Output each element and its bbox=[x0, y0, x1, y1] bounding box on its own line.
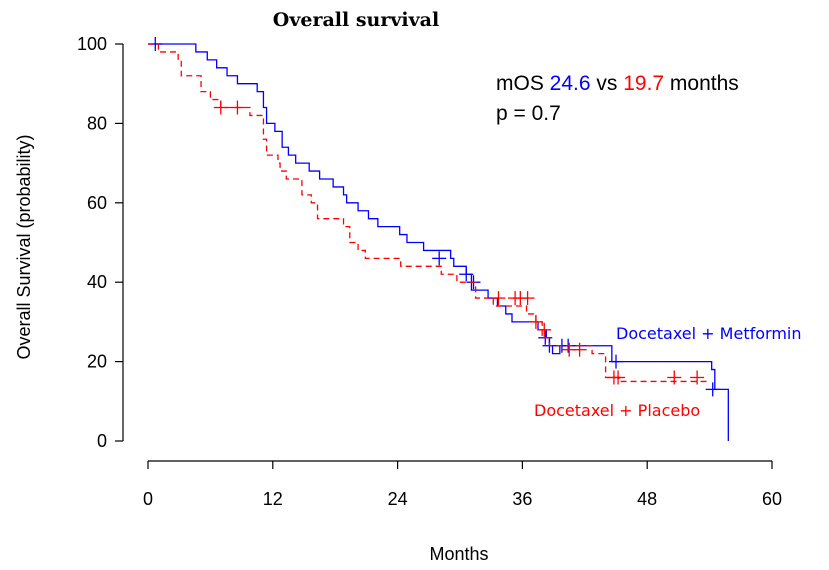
censor-mark-metformin bbox=[459, 267, 474, 282]
censor-mark-placebo bbox=[528, 314, 543, 329]
x-axis-label: Months bbox=[429, 544, 488, 564]
y-tick-label: 40 bbox=[87, 272, 107, 292]
y-axis-label: Overall Survival (probability) bbox=[14, 134, 34, 359]
censor-mark-placebo bbox=[230, 100, 245, 115]
axes: 0 12 24 36 48 60 0 20 40 60 80 100 bbox=[77, 34, 782, 509]
x-tick-label: 12 bbox=[263, 489, 283, 509]
censor-mark-placebo bbox=[537, 322, 552, 337]
censor-mark-placebo bbox=[690, 370, 705, 385]
p-value: p = 0.7 bbox=[496, 102, 561, 125]
legend-metformin: Docetaxel + Metformin bbox=[616, 324, 801, 343]
x-tick-label: 48 bbox=[637, 489, 657, 509]
mos-suffix: months bbox=[664, 72, 739, 95]
x-tick-label: 60 bbox=[762, 489, 782, 509]
median-os-annotation: mOS 24.6 vs 19.7 months bbox=[496, 72, 739, 95]
censor-mark-placebo bbox=[213, 100, 228, 115]
censor-mark-placebo bbox=[611, 370, 626, 385]
legend-placebo: Docetaxel + Placebo bbox=[534, 401, 700, 420]
censor-mark-placebo bbox=[491, 291, 506, 306]
censor-mark-placebo bbox=[520, 291, 535, 306]
y-tick-label: 80 bbox=[87, 113, 107, 133]
metformin-median: 24.6 bbox=[550, 72, 591, 95]
y-tick-label: 100 bbox=[77, 34, 107, 54]
y-tick-label: 60 bbox=[87, 193, 107, 213]
x-tick-label: 24 bbox=[388, 489, 408, 509]
censor-mark-metformin bbox=[705, 382, 720, 397]
x-tick-label: 0 bbox=[143, 489, 153, 509]
y-tick-label: 20 bbox=[87, 352, 107, 372]
placebo-median: 19.7 bbox=[623, 72, 664, 95]
x-tick-label: 36 bbox=[512, 489, 532, 509]
y-tick-label: 0 bbox=[97, 431, 107, 451]
censor-mark-metformin bbox=[609, 354, 623, 369]
censor-mark-placebo bbox=[572, 342, 587, 357]
survival-line-placebo bbox=[148, 43, 708, 383]
mos-prefix: mOS bbox=[496, 72, 550, 95]
censor-mark-metformin bbox=[432, 251, 447, 266]
survival-curves bbox=[148, 37, 729, 441]
mos-vs: vs bbox=[591, 72, 624, 95]
censor-mark-placebo bbox=[667, 370, 682, 385]
chart-title: Overall survival bbox=[273, 9, 439, 31]
